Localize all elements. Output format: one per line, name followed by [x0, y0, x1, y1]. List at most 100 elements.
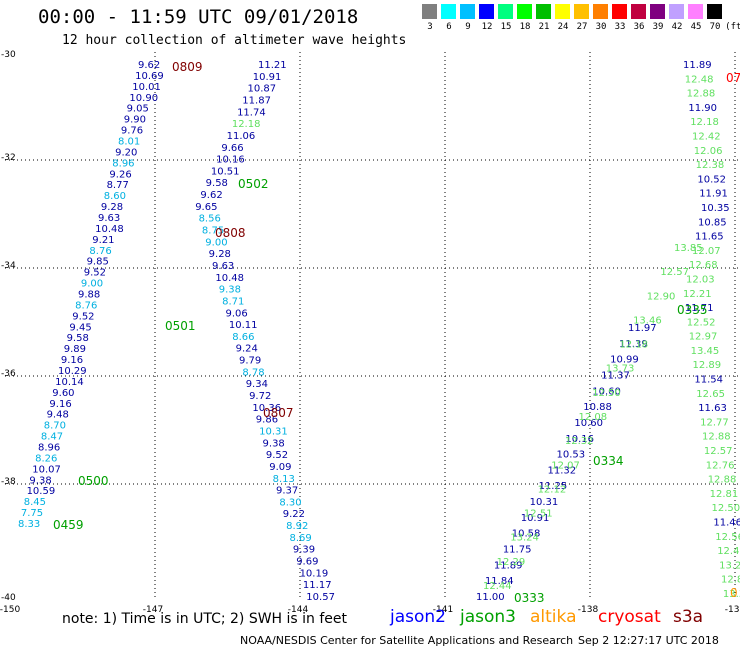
swh-value: 12.06 — [694, 146, 723, 157]
swh-value: 9.34 — [246, 379, 268, 390]
legend-swatch — [574, 4, 589, 19]
legend-label: 45 — [690, 22, 702, 32]
swh-value: 11.46 — [713, 518, 740, 529]
legend-label: 6 — [446, 22, 452, 32]
lon-label: -141 — [433, 605, 453, 615]
swh-value: 9.00 — [81, 279, 103, 290]
swh-value: 10.19 — [300, 568, 329, 579]
swh-value: 9.66 — [221, 143, 243, 154]
time-label: 0809 — [172, 60, 203, 74]
swh-value: 8.30 — [279, 497, 301, 508]
swh-value: 10.91 — [253, 72, 282, 83]
swh-value: 12.52 — [687, 317, 716, 328]
swh-value: 9.28 — [209, 249, 231, 260]
swh-value: 11.37 — [601, 370, 630, 381]
swh-value: 10.53 — [556, 450, 585, 461]
swh-value: 9.85 — [87, 257, 109, 268]
legend-label: 3 — [427, 22, 433, 32]
swh-value: 12.56 — [715, 532, 740, 543]
swh-value: 9.62 — [138, 60, 160, 71]
swh-value: 10.07 — [32, 464, 61, 475]
swh-value: 10.14 — [55, 377, 84, 388]
swh-value: 12.87 — [721, 575, 740, 586]
swh-value: 12.21 — [683, 289, 712, 300]
swh-value: 12.08 — [579, 412, 608, 423]
swh-value: 8.96 — [38, 443, 60, 454]
swh-value: 9.24 — [236, 344, 258, 355]
swh-value: 12.38 — [696, 160, 725, 171]
swh-value: 12.07 — [551, 460, 580, 471]
time-label: 0334 — [593, 454, 624, 468]
swh-value: 11.90 — [688, 103, 717, 114]
lon-label: -150 — [0, 605, 20, 615]
swh-value: 9.21 — [92, 235, 114, 246]
legend-label: 9 — [465, 22, 471, 32]
swh-value: 11.97 — [628, 323, 657, 334]
swh-value: 12.88 — [702, 432, 731, 443]
swh-value: 8.01 — [118, 137, 140, 148]
swh-value: 8.60 — [104, 191, 126, 202]
swh-value: 11.21 — [258, 60, 287, 71]
legend-label: 39 — [652, 22, 664, 32]
legend-swatch — [669, 4, 684, 19]
swh-value: 8.56 — [199, 214, 221, 225]
legend-altika: altika — [530, 607, 577, 627]
swh-value: 11.06 — [227, 131, 256, 142]
time-label: 0808 — [215, 226, 246, 240]
swh-value: 9.16 — [49, 399, 71, 410]
swh-value: 12.03 — [686, 274, 715, 285]
swh-value: 10.60 — [574, 418, 603, 429]
swh-value: 9.00 — [205, 237, 227, 248]
legend-label: 12 — [481, 22, 493, 32]
swh-value: 12.65 — [696, 389, 725, 400]
swh-value: 10.11 — [229, 320, 258, 331]
swh-value: 8.71 — [222, 296, 244, 307]
legend-swatch — [460, 4, 475, 19]
swh-value: 10.16 — [565, 434, 594, 445]
legend-jason3: jason3 — [460, 607, 516, 627]
swh-value: 10.58 — [512, 529, 541, 540]
time-label: 0333 — [514, 591, 545, 605]
swh-value: 9.37 — [276, 486, 298, 497]
swh-value: 9.38 — [219, 285, 241, 296]
swh-value: 9.28 — [101, 202, 123, 213]
swh-value: 9.88 — [78, 290, 100, 301]
legend-label: 27 — [576, 22, 588, 32]
swh-value: 9.65 — [195, 202, 217, 213]
swh-value: 11.91 — [699, 189, 728, 200]
swh-value: 8.76 — [75, 300, 97, 311]
legend-label: 42 — [671, 22, 683, 32]
swh-value: 9.39 — [293, 545, 315, 556]
swh-value: 12.07 — [692, 246, 721, 257]
swh-value: 10.99 — [610, 355, 639, 366]
lat-label: -32 — [1, 153, 16, 163]
legend-s3a: s3a — [673, 607, 704, 627]
swh-value: 12.50 — [712, 503, 740, 514]
swh-value: 10.16 — [216, 155, 245, 166]
swh-value: 10.87 — [248, 84, 277, 95]
swh-value: 9.06 — [226, 308, 248, 319]
swh-value: 12.90 — [647, 291, 676, 302]
lon-label: -135 — [725, 605, 740, 615]
swh-value: 10.48 — [215, 273, 244, 284]
credit-text: NOAA/NESDIS Center for Satellite Applica… — [240, 634, 574, 647]
swh-value: 12.48 — [685, 74, 714, 85]
swh-value: 10.51 — [211, 166, 240, 177]
swh-value: 10.35 — [701, 203, 730, 214]
swh-value: 11.54 — [694, 375, 723, 386]
legend-swatch — [441, 4, 456, 19]
swh-value: 9.16 — [61, 355, 83, 366]
swh-value: 12.68 — [689, 260, 718, 271]
swh-value: 10.91 — [521, 513, 550, 524]
swh-value: 9.09 — [269, 462, 291, 473]
swh-value: 12.81 — [710, 489, 739, 500]
swh-value: 12.18 — [619, 340, 648, 351]
legend-swatch — [536, 4, 551, 19]
swh-value: 11.87 — [242, 95, 271, 106]
swh-value: 11.32 — [548, 465, 577, 476]
swh-value: 12.12 — [538, 484, 567, 495]
swh-value: 9.79 — [239, 356, 261, 367]
swh-value: 8.77 — [107, 180, 129, 191]
swh-value: 8.47 — [41, 432, 63, 443]
swh-value: 10.90 — [129, 93, 158, 104]
